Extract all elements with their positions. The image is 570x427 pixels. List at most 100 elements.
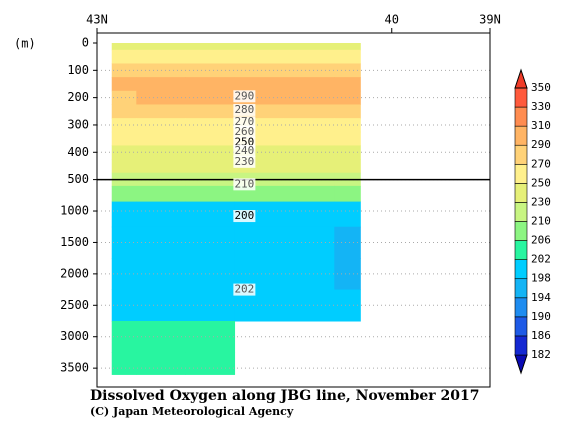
cell	[111, 131, 137, 146]
contour-label: 290	[234, 89, 254, 102]
colorbar-label: 270	[531, 157, 551, 170]
colorbar-swatch	[514, 316, 528, 337]
y-tick-label: 200	[67, 90, 89, 104]
cell	[185, 118, 236, 133]
y-tick-label: 0	[82, 36, 89, 50]
contour-label: 260	[234, 125, 254, 138]
x-tick-label: 43N	[86, 13, 108, 27]
cell	[283, 201, 335, 228]
cell	[334, 43, 361, 51]
cell	[334, 77, 361, 92]
cell	[334, 49, 361, 64]
cell	[185, 258, 236, 291]
contour-label: 230	[234, 155, 254, 168]
contour-label-bg	[233, 90, 256, 103]
contour-label: 210	[234, 177, 254, 190]
colorbar-end	[514, 354, 528, 375]
cell	[334, 159, 361, 174]
cell	[334, 201, 361, 228]
cell	[111, 226, 137, 259]
cell	[234, 43, 285, 51]
colorbar-label: 186	[531, 329, 551, 342]
contour-label-bg	[233, 116, 256, 129]
cell	[136, 104, 186, 119]
y-tick-label: 2500	[60, 298, 89, 312]
cell	[136, 201, 186, 228]
colorbar-label: 330	[531, 100, 551, 113]
cell	[283, 49, 335, 64]
contour-label: 240	[234, 144, 254, 157]
cell	[111, 159, 137, 174]
colorbar-swatch	[514, 125, 528, 146]
colorbar-swatch	[514, 240, 528, 260]
colorbar-label: 290	[531, 138, 551, 151]
cell	[111, 49, 137, 64]
y-tick-label: 2000	[60, 266, 89, 280]
colorbar-swatch	[514, 221, 528, 241]
cell	[185, 145, 236, 160]
cell	[334, 145, 361, 160]
cell	[111, 258, 137, 291]
colorbar-label: 190	[531, 310, 551, 323]
contour-label: 270	[234, 115, 254, 128]
cell	[136, 77, 186, 92]
cell	[111, 90, 137, 105]
colorbar-label: 206	[531, 234, 551, 247]
colorbar-swatch	[514, 106, 528, 127]
cell	[334, 118, 361, 133]
contour-label-bg	[233, 178, 256, 191]
colorbar-label: 202	[531, 253, 551, 266]
cell	[111, 77, 137, 92]
cell	[283, 43, 335, 51]
colorbar-end	[514, 68, 528, 89]
colorbar-label: 230	[531, 195, 551, 208]
cell	[111, 63, 137, 78]
y-tick-label: 500	[67, 172, 89, 186]
y-axis-label: (m)	[14, 37, 36, 51]
cell	[234, 226, 285, 259]
cell	[185, 289, 236, 322]
cell	[185, 131, 236, 146]
cell	[185, 185, 236, 203]
cell	[283, 77, 335, 92]
cell	[334, 90, 361, 105]
cell	[334, 289, 361, 322]
cell	[334, 185, 361, 203]
cell	[185, 159, 236, 174]
cell	[111, 201, 137, 228]
y-tick-label: 1500	[60, 235, 89, 249]
contour-label-bg	[233, 210, 256, 223]
cell	[185, 90, 236, 105]
cell	[334, 104, 361, 119]
cell	[334, 131, 361, 146]
cell	[185, 201, 236, 228]
cell	[111, 185, 137, 203]
y-tick-label: 3500	[60, 361, 89, 375]
contour-label-bg	[233, 283, 256, 296]
y-tick-label: 1000	[60, 204, 89, 218]
cell	[111, 321, 137, 353]
colorbar-swatch	[514, 163, 528, 184]
cell	[111, 289, 137, 322]
colorbar-label: 210	[531, 215, 551, 228]
contour-label-bg	[233, 144, 256, 157]
contour-label-bg	[233, 103, 256, 116]
colorbar-swatch	[514, 297, 528, 318]
cell	[283, 159, 335, 174]
contour-label: 202	[234, 283, 254, 296]
cell	[283, 131, 335, 146]
y-tick-label: 300	[67, 117, 89, 131]
cell	[185, 49, 236, 64]
cell	[185, 63, 236, 78]
colorbar-swatch	[514, 202, 528, 222]
colorbar-label: 350	[531, 81, 551, 94]
chart-title: Dissolved Oxygen along JBG line, Novembe…	[90, 388, 480, 404]
y-tick-label: 100	[67, 63, 89, 77]
y-tick-label: 400	[67, 145, 89, 159]
colorbar-swatch	[514, 144, 528, 165]
cell	[136, 49, 186, 64]
colorbar-label: 198	[531, 272, 551, 285]
cell	[185, 43, 236, 51]
x-tick-label: 39N	[479, 13, 501, 27]
